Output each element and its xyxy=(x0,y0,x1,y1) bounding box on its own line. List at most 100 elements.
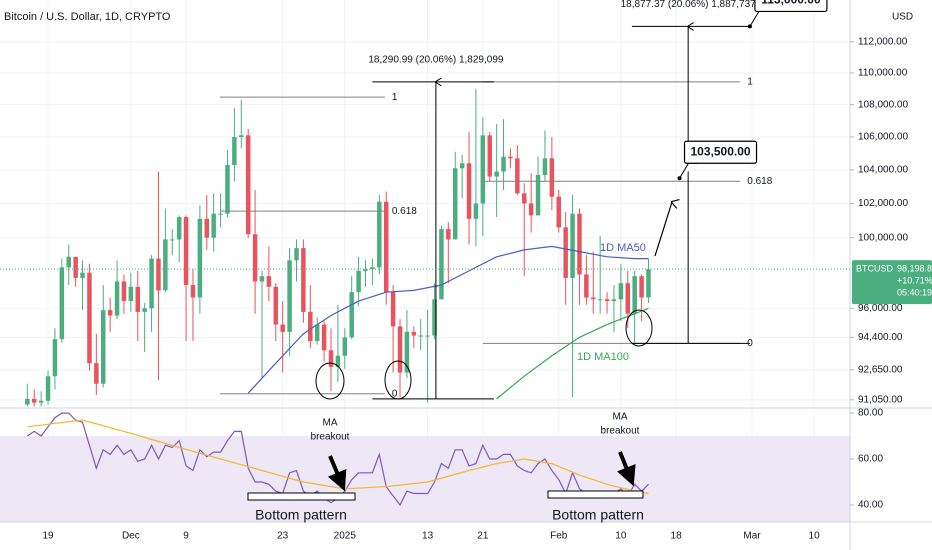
candle-body xyxy=(432,299,437,336)
callout-point xyxy=(747,24,752,29)
candle-body xyxy=(121,281,127,302)
candle-body xyxy=(211,213,216,238)
y-tick-label: 40.00 xyxy=(858,500,883,511)
candle-body xyxy=(452,168,458,240)
circle-mark xyxy=(625,309,653,347)
candle-body xyxy=(197,218,203,298)
y-tick-label: 100,000.00 xyxy=(858,232,908,243)
callout-point xyxy=(677,176,682,181)
y-tick-label: 110,000.00 xyxy=(858,68,908,79)
x-tick-label: 2025 xyxy=(334,531,357,542)
candle-body xyxy=(273,286,279,325)
line-series xyxy=(247,245,649,394)
candle-body xyxy=(584,274,589,298)
y-tick-label: 92,650.00 xyxy=(858,364,903,375)
candle-body xyxy=(135,286,140,312)
candle-body xyxy=(149,258,154,309)
candle-body xyxy=(363,269,368,271)
candle-body xyxy=(294,248,299,261)
candle-body xyxy=(142,308,147,312)
candle-body xyxy=(321,324,327,351)
candle-body xyxy=(473,203,479,219)
candle-body xyxy=(618,283,624,300)
note: breakout xyxy=(311,432,350,443)
candle-body xyxy=(308,311,313,342)
candle-body xyxy=(87,272,92,364)
note: breakout xyxy=(601,426,640,437)
countdown-label: 05:40:19 xyxy=(897,288,932,298)
candle-body xyxy=(570,213,575,278)
candle-body xyxy=(190,285,196,298)
candle-body xyxy=(639,276,644,298)
candle-body xyxy=(80,272,85,278)
candle-body xyxy=(335,355,341,367)
note: MA xyxy=(323,418,338,429)
candle-body xyxy=(535,174,541,216)
pattern-box xyxy=(247,492,356,501)
y-tick-label: 108,000.00 xyxy=(858,99,908,110)
fib-label: 0.618 xyxy=(392,206,417,217)
x-tick-label: 19 xyxy=(42,531,54,542)
candle-body xyxy=(232,136,237,165)
y-tick-label: 94,400.00 xyxy=(858,332,903,343)
candle-body xyxy=(156,258,161,291)
x-tick-label: Feb xyxy=(550,531,568,542)
y-tick-label: 60.00 xyxy=(858,454,883,465)
candle-body xyxy=(183,217,189,286)
candle-body xyxy=(577,213,582,275)
callout-box xyxy=(754,0,828,13)
candle-body xyxy=(25,398,30,405)
candle-body xyxy=(52,339,58,377)
candle-body xyxy=(397,326,403,373)
candle-body xyxy=(128,286,134,302)
x-tick-label: 18 xyxy=(671,531,683,542)
fib-label: 0 xyxy=(392,388,398,399)
candle-body xyxy=(390,292,396,327)
candle-body xyxy=(501,156,506,172)
candle-body xyxy=(542,158,548,175)
fib-label: 0 xyxy=(747,338,753,349)
line-series xyxy=(27,419,649,495)
rsi-pane xyxy=(0,412,850,522)
candle-body xyxy=(301,248,306,312)
candle-body xyxy=(356,270,361,293)
candle-body xyxy=(611,299,617,302)
measure-label: 18,877.37 (20.06%) 1,887,737 xyxy=(621,0,757,10)
x-tick-label: 21 xyxy=(477,531,489,542)
fib-label: 1 xyxy=(392,92,398,103)
candle-body xyxy=(287,260,292,332)
rsi-band xyxy=(0,436,850,522)
candle-body xyxy=(176,217,182,240)
x-tick-label: 13 xyxy=(422,531,434,542)
candle-body xyxy=(342,337,348,356)
y-tick-label: 102,000.00 xyxy=(858,198,908,209)
candle-body xyxy=(597,299,603,301)
candle-body xyxy=(259,276,265,282)
callout-label: 113,000.00 xyxy=(761,0,821,7)
candle-body xyxy=(591,297,596,300)
candle-body xyxy=(604,299,610,302)
candle-body xyxy=(73,256,78,278)
candle-body xyxy=(114,281,120,316)
y-tick-label: 96,000.00 xyxy=(858,303,903,314)
note: MA xyxy=(613,412,628,423)
chart-title: Bitcoin / U.S. Dollar, 1D, CRYPTO xyxy=(4,11,171,23)
y-tick-label: 91,050.00 xyxy=(858,394,903,405)
candle-body xyxy=(383,201,389,293)
y-tick-label: 112,000.00 xyxy=(858,36,908,47)
breakout-arrow xyxy=(617,451,636,487)
note: Bottom pattern xyxy=(255,507,347,523)
candle-body xyxy=(328,350,334,367)
candle-body xyxy=(170,239,175,241)
candle-body xyxy=(494,171,499,177)
note: Bottom pattern xyxy=(552,507,644,523)
candle-body xyxy=(45,376,51,401)
candle-body xyxy=(466,163,472,219)
fib-label: 0.618 xyxy=(747,176,772,187)
projection-arrow xyxy=(654,202,672,257)
candle-body xyxy=(59,267,65,340)
candle-body xyxy=(646,269,651,298)
y-tick-label: 104,000.00 xyxy=(858,165,908,176)
